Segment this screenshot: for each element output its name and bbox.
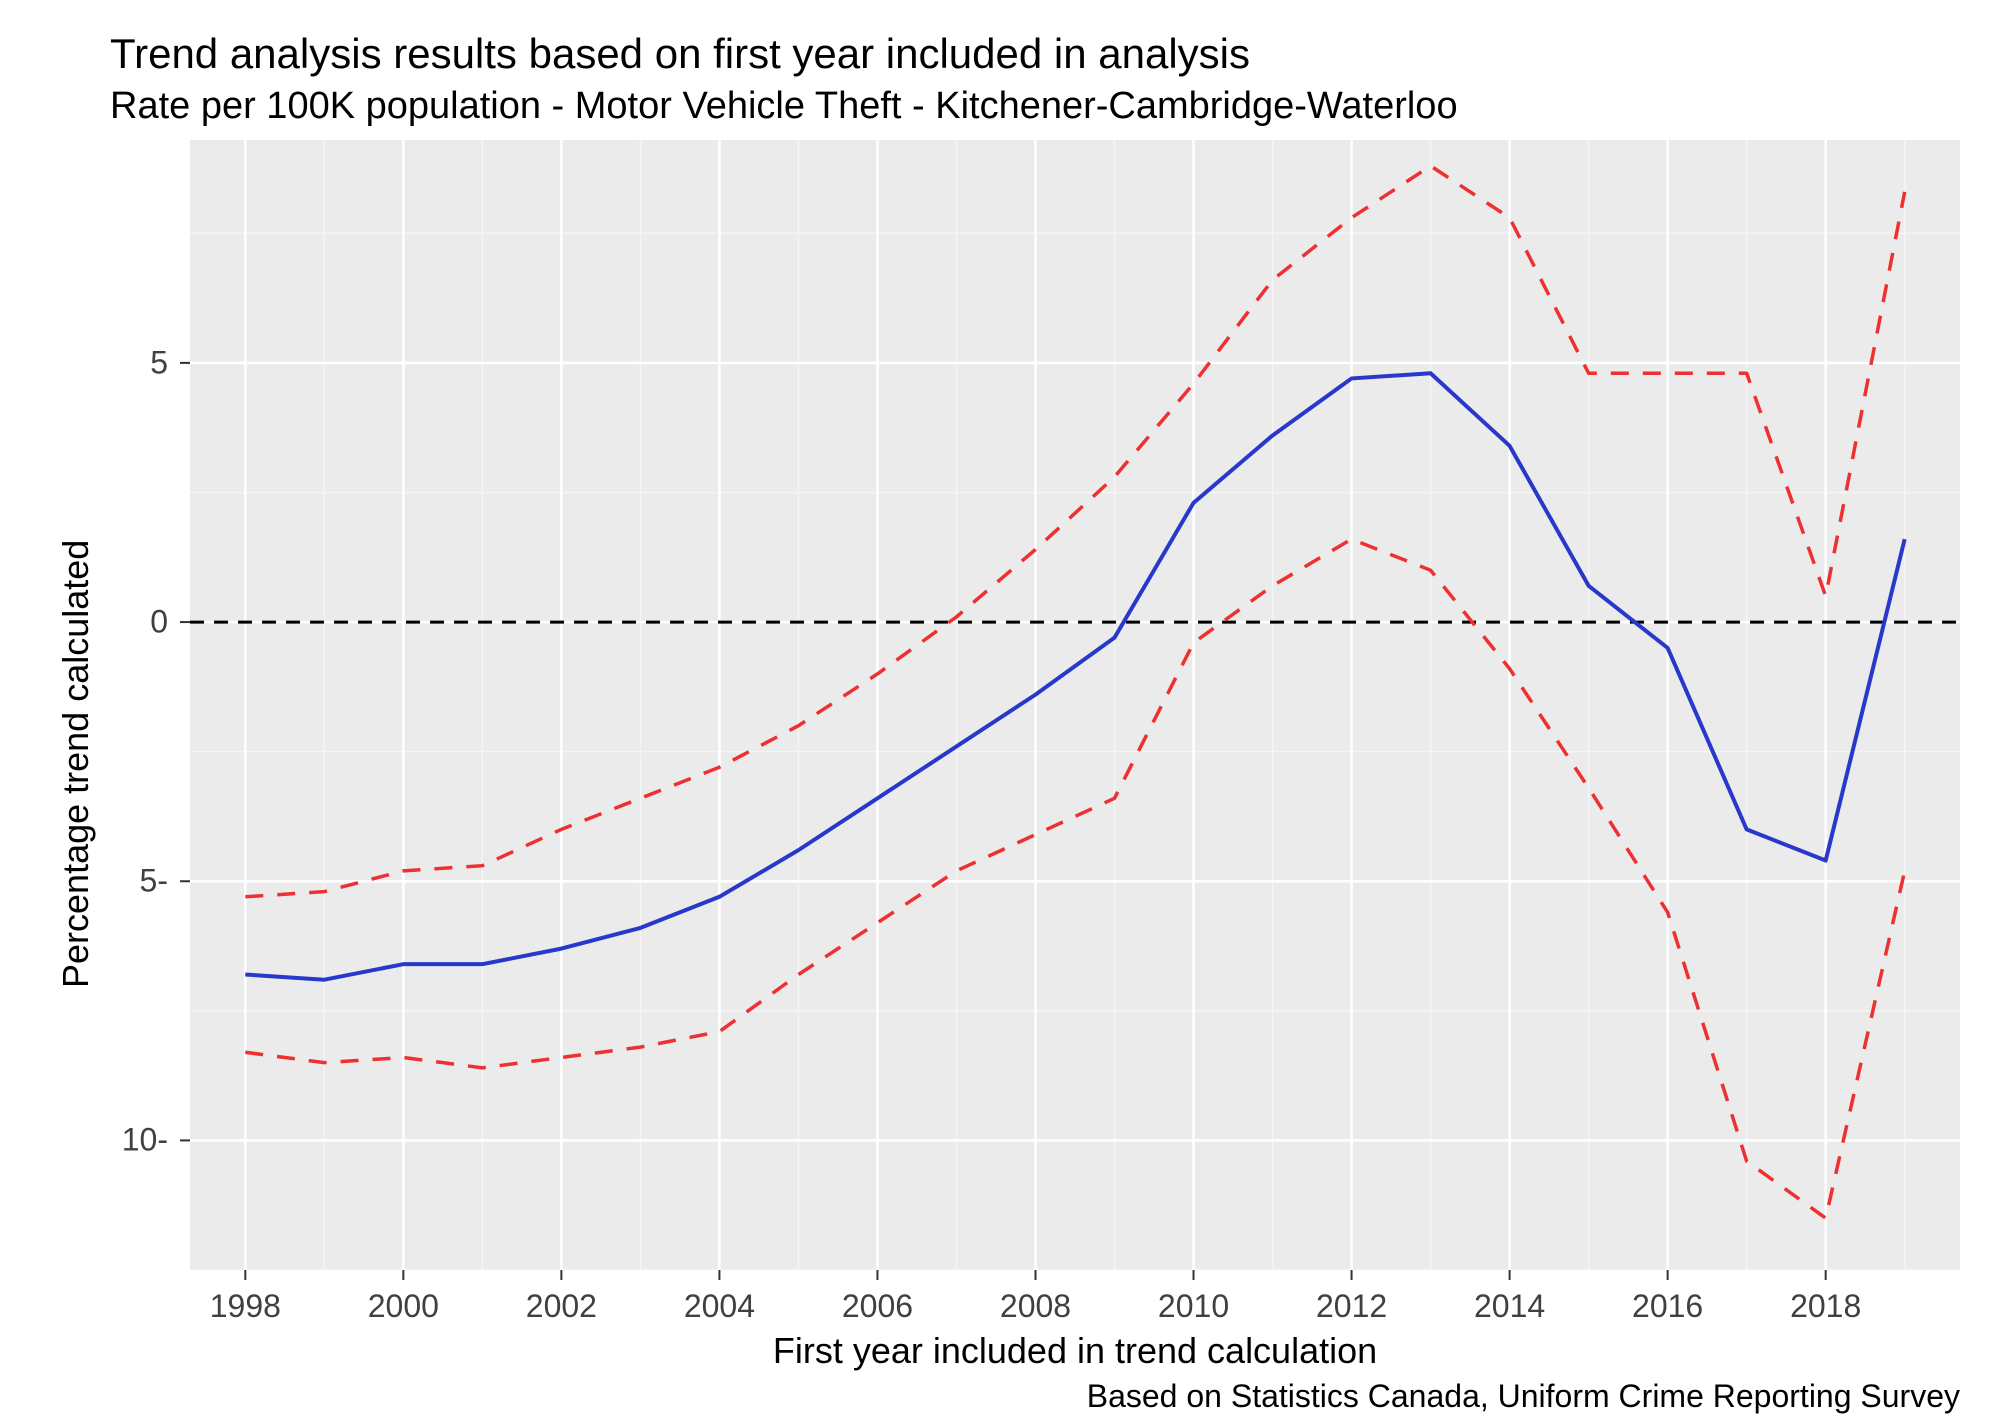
- chart-container: Trend analysis results based on first ye…: [0, 0, 2000, 1428]
- y-axis-title: Percentage trend calculated: [55, 539, 97, 987]
- x-tick-label: 2010: [1158, 1288, 1229, 1325]
- x-tick-label: 2002: [526, 1288, 597, 1325]
- x-tick-label: 1998: [210, 1288, 281, 1325]
- x-axis-title: First year included in trend calculation: [190, 1330, 1960, 1372]
- chart-caption: Based on Statistics Canada, Uniform Crim…: [1087, 1378, 1960, 1415]
- x-tick-label: 2018: [1790, 1288, 1861, 1325]
- plot-svg: [0, 0, 2000, 1428]
- x-tick-label: 2012: [1316, 1288, 1387, 1325]
- x-tick-label: 2016: [1632, 1288, 1703, 1325]
- x-tick-label: 2006: [842, 1288, 913, 1325]
- x-tick-label: 2014: [1474, 1288, 1545, 1325]
- series-trend: [245, 373, 1904, 979]
- series-upper: [245, 166, 1904, 897]
- x-tick-label: 2004: [684, 1288, 755, 1325]
- x-tick-label: 2000: [368, 1288, 439, 1325]
- x-tick-label: 2008: [1000, 1288, 1071, 1325]
